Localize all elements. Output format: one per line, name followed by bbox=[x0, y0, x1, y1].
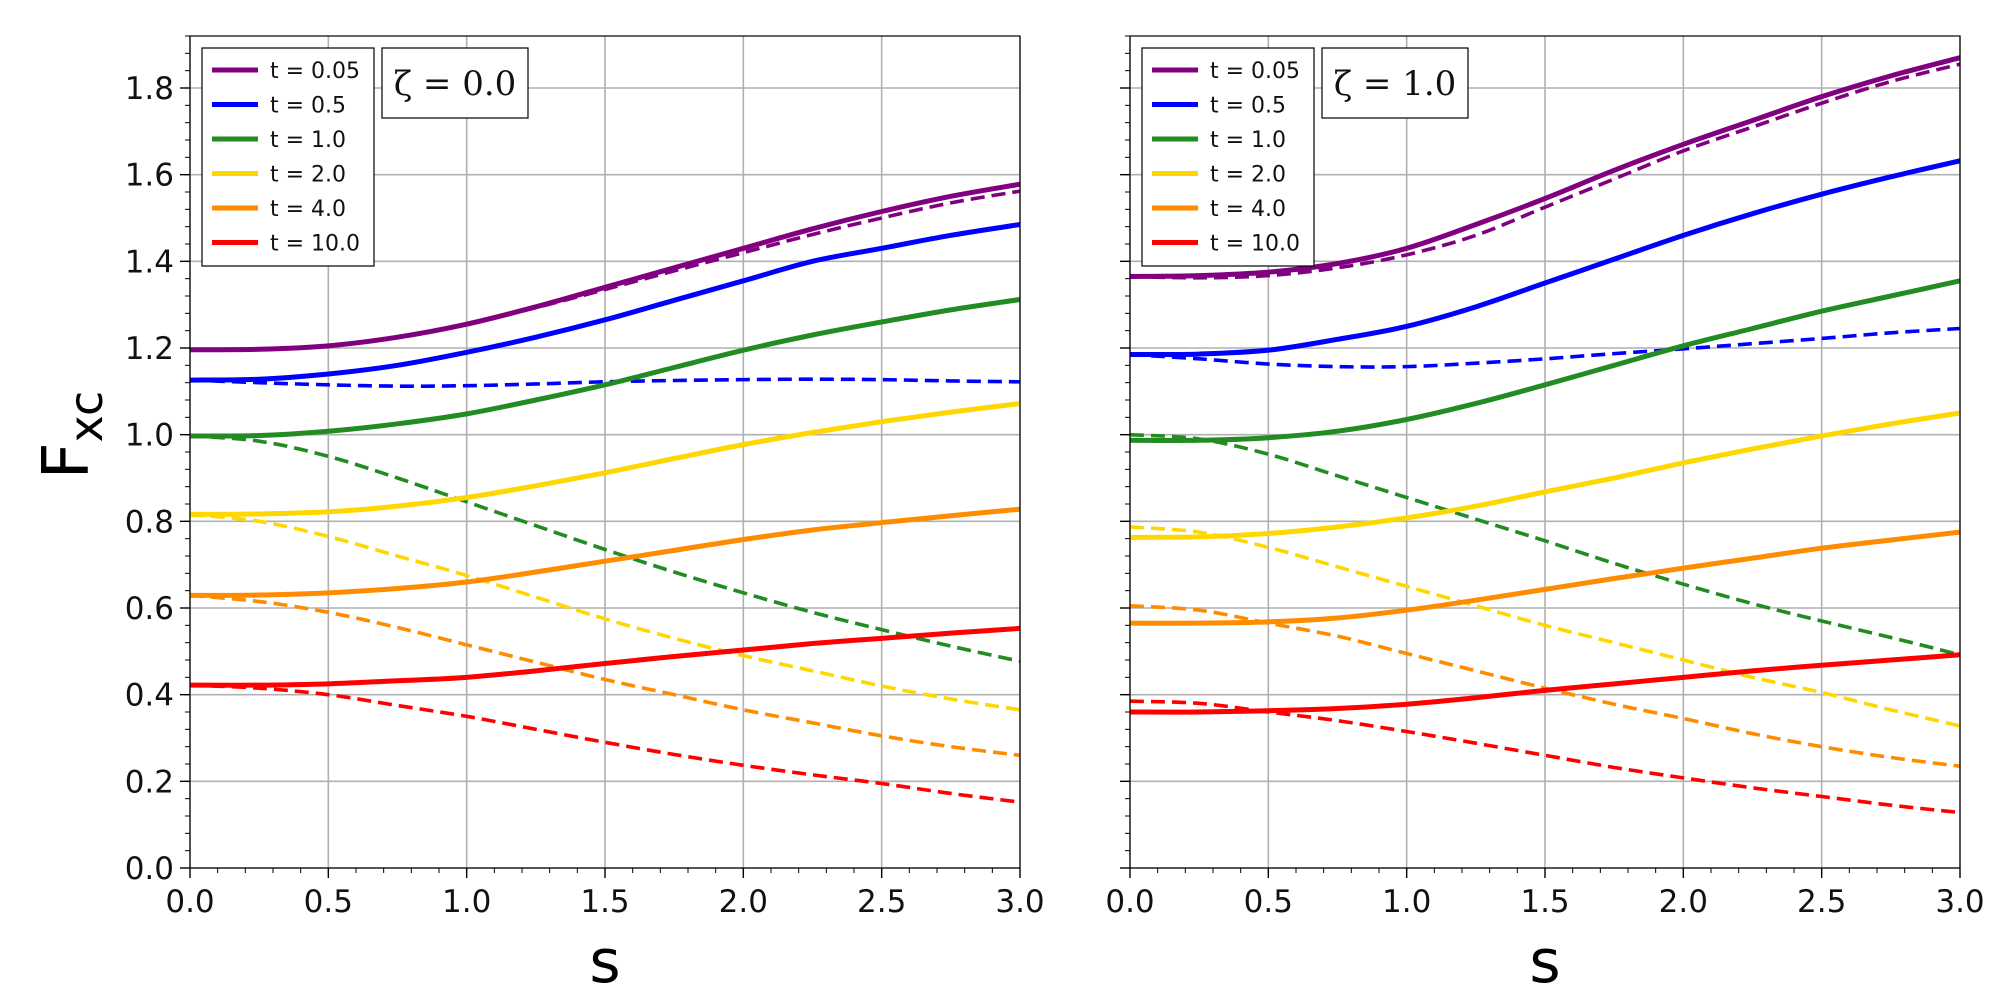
series-line-1.0-dashed bbox=[1129, 432, 1961, 657]
y-tick-label: 1.2 bbox=[125, 331, 174, 367]
series-line-1.0-solid bbox=[1129, 278, 1961, 443]
legend: t = 0.05 t = 0.5 t = 1.0 t = 2.0 t = 4.0 t = … bbox=[201, 47, 375, 267]
y-tick-label: 0.2 bbox=[125, 764, 174, 800]
y-tick-label: 1.6 bbox=[125, 158, 174, 194]
legend-entry-label: t = 4.0 bbox=[1210, 197, 1286, 222]
legend: t = 0.05 t = 0.5 t = 1.0 t = 2.0 t = 4.0 t = … bbox=[1141, 47, 1315, 267]
y-tick-label: 0.4 bbox=[125, 678, 174, 714]
series-line-0.5-dashed bbox=[1129, 326, 1961, 369]
series-line-0.05-dashed bbox=[189, 189, 1021, 352]
y-tick-label: 1.4 bbox=[125, 244, 174, 280]
series-line-0.05-solid bbox=[1129, 55, 1961, 279]
x-axis-label: s bbox=[589, 927, 620, 997]
y-axis-label: Fxc bbox=[30, 391, 113, 480]
x-tick-label: 1.5 bbox=[580, 884, 629, 920]
annotation-text: ζ = 0.0 bbox=[394, 64, 517, 104]
annotation-box: ζ = 1.0 bbox=[1321, 47, 1469, 119]
x-axis-label: s bbox=[1529, 927, 1560, 997]
x-tick-label: 3.0 bbox=[995, 884, 1044, 920]
x-tick-label: 2.0 bbox=[719, 884, 768, 920]
series-line-2.0-dashed bbox=[189, 512, 1021, 712]
y-tick-label: 1.0 bbox=[125, 418, 174, 454]
axis-ticks: 0.0 0.5 1.0 1.5 2.0 2.5 3.0 bbox=[1105, 35, 1985, 920]
x-tick-label: 1.0 bbox=[442, 884, 491, 920]
legend-entry-label: t = 10.0 bbox=[1210, 232, 1300, 257]
series-line-4.0-dashed bbox=[189, 593, 1021, 758]
x-tick-label: 2.5 bbox=[857, 884, 906, 920]
annotation-text: ζ = 1.0 bbox=[1334, 64, 1457, 104]
x-tick-label: 3.0 bbox=[1935, 884, 1984, 920]
series-lines bbox=[1129, 55, 1961, 815]
axis-ticks: 0.0 0.5 1.0 1.5 2.0 2.5 3.0 0.0 0.2 0.4 0.6 0.8 1.0 1… bbox=[125, 35, 1045, 920]
series-line-10.0-dashed bbox=[1129, 699, 1961, 815]
legend-entry-label: t = 1.0 bbox=[1210, 128, 1286, 153]
y-tick-label: 0.0 bbox=[125, 851, 174, 887]
legend-entry-label: t = 0.5 bbox=[1210, 94, 1286, 119]
series-line-10.0-solid bbox=[189, 625, 1021, 688]
x-tick-label: 0.5 bbox=[304, 884, 353, 920]
y-axis-label-main: F bbox=[30, 442, 104, 479]
x-tick-label: 0.5 bbox=[1244, 884, 1293, 920]
series-line-4.0-solid bbox=[189, 506, 1021, 598]
legend-frame bbox=[1141, 47, 1315, 267]
chart-panel-zeta-1: 0.0 0.5 1.0 1.5 2.0 2.5 3.0 s t = 0.05t = 0.5t… bbox=[1105, 35, 1985, 997]
x-tick-label: 1.5 bbox=[1520, 884, 1569, 920]
legend-entry-label: t = 0.05 bbox=[270, 59, 360, 84]
y-tick-label: 0.6 bbox=[125, 591, 174, 627]
legend-entry-label: t = 4.0 bbox=[270, 197, 346, 222]
y-axis-label-subscript: xc bbox=[59, 391, 113, 443]
series-line-0.5-dashed bbox=[189, 377, 1021, 388]
legend-frame bbox=[201, 47, 375, 267]
annotation-box: ζ = 0.0 bbox=[381, 47, 529, 119]
series-line-0.05-dashed bbox=[1129, 62, 1961, 280]
grid-lines bbox=[189, 36, 1021, 869]
y-tick-label: 0.8 bbox=[125, 504, 174, 540]
series-line-2.0-dashed bbox=[1129, 525, 1961, 728]
legend-entry-label: t = 1.0 bbox=[270, 128, 346, 153]
legend-entry-label: t = 2.0 bbox=[1210, 163, 1286, 188]
y-tick-label: 1.8 bbox=[125, 71, 174, 107]
x-tick-label: 0.0 bbox=[1105, 884, 1154, 920]
series-line-1.0-dashed bbox=[189, 434, 1021, 664]
x-tick-label: 2.5 bbox=[1797, 884, 1846, 920]
series-line-0.5-solid bbox=[1129, 158, 1961, 358]
legend-entry-label: t = 2.0 bbox=[270, 163, 346, 188]
series-line-2.0-solid bbox=[1129, 410, 1961, 540]
series-line-10.0-dashed bbox=[189, 683, 1021, 804]
legend-entry-label: t = 0.05 bbox=[1210, 59, 1300, 84]
series-line-1.0-solid bbox=[189, 296, 1021, 439]
x-tick-label: 2.0 bbox=[1659, 884, 1708, 920]
legend-entry-label: t = 0.5 bbox=[270, 94, 346, 119]
chart-panel-zeta-0: 0.0 0.5 1.0 1.5 2.0 2.5 3.0 0.0 0.2 0.4 0.6 0.8 1.0 1… bbox=[125, 35, 1045, 997]
series-line-0.5-solid bbox=[189, 222, 1021, 383]
x-tick-label: 0.0 bbox=[165, 884, 214, 920]
x-tick-label: 1.0 bbox=[1382, 884, 1431, 920]
legend-entry-label: t = 10.0 bbox=[270, 232, 360, 257]
series-line-2.0-solid bbox=[189, 400, 1021, 517]
series-lines bbox=[189, 181, 1021, 804]
